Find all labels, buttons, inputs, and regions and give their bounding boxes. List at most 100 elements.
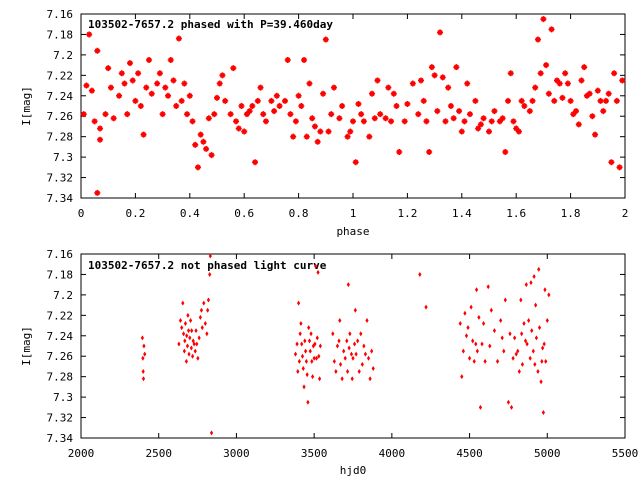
data-point [310,358,314,364]
data-point [297,300,301,306]
data-point [132,97,139,104]
data-point [529,97,536,104]
data-point [124,111,131,118]
data-point [481,321,486,327]
data-point [503,297,507,303]
data-point [88,87,95,94]
data-point [338,317,342,323]
data-point [547,292,551,298]
data-point [529,280,533,286]
data-point [140,131,147,138]
data-point [369,90,376,97]
data-point [97,125,104,132]
data-point [499,115,506,122]
data-point [196,355,200,361]
data-point [310,374,315,380]
data-point [183,321,188,327]
data-point [521,103,528,109]
data-point [338,361,343,367]
data-point [342,348,346,354]
x-tick-label: 1.4 [452,207,472,220]
y-tick-label: 7.3 [53,391,73,404]
data-point [564,80,571,87]
data-point [544,358,548,364]
data-point [486,284,490,290]
data-point [142,343,146,349]
data-point [456,108,463,115]
data-point [344,133,351,140]
data-point [475,125,482,132]
data-point [424,304,428,310]
data-point [181,331,186,337]
data-point [477,314,481,320]
data-point [418,271,422,277]
data-point [371,115,378,122]
data-point [578,77,585,84]
data-point [180,325,184,331]
data-point [308,348,312,354]
x-tick-label: 3000 [223,447,250,460]
unphased-light-curve-panel: 103502-7657.2 not phased light curve I[m… [20,248,638,477]
data-points [140,253,551,436]
x-tick-label: 0.6 [234,207,254,220]
data-point [243,111,250,118]
phased-light-curve-panel: 103502-7657.2 phased with P=39.460day I[… [20,8,628,238]
y-tick-label: 7.2 [53,49,73,62]
data-point [107,84,114,91]
chart-title: 103502-7657.2 not phased light curve [88,259,327,272]
data-point [184,111,191,118]
data-point [340,376,344,382]
data-point [532,84,539,91]
data-point [170,77,177,84]
data-point [471,338,475,344]
data-point [396,149,403,155]
data-point [189,345,193,351]
data-point [602,97,609,104]
data-point [360,118,367,125]
data-point [208,152,215,159]
data-point [527,317,531,323]
data-point [366,133,373,140]
data-point [509,404,514,410]
data-point [575,121,582,128]
data-point [515,128,522,135]
data-point [353,307,357,313]
data-point [175,35,182,42]
data-point [276,103,283,109]
data-point [513,335,517,341]
data-point [559,94,566,101]
data-point [464,333,469,339]
data-point [368,376,372,382]
data-point [355,100,362,107]
data-point [177,341,181,347]
data-point [458,321,462,327]
data-point [480,341,484,347]
data-point [472,358,476,364]
data-point [241,128,248,135]
data-point [307,338,312,344]
data-point [211,111,218,118]
data-point [306,80,313,87]
data-point [460,374,464,380]
data-point [548,26,555,33]
data-point [442,118,449,125]
x-tick-label: 1.8 [561,207,581,220]
data-point [540,358,544,364]
data-point [300,353,305,359]
data-point [313,341,317,347]
data-point [325,128,332,135]
data-point [198,314,202,320]
data-point [388,118,395,125]
data-point [273,92,280,99]
data-point [518,97,525,104]
data-point [309,331,313,337]
data-point [336,115,343,122]
data-point [499,317,503,323]
data-point [545,90,552,97]
data-point [496,118,503,125]
data-point [439,74,446,81]
y-axis-label: I[mag] [20,86,33,126]
data-point [252,159,259,166]
data-point [302,384,306,390]
data-point [249,103,256,109]
